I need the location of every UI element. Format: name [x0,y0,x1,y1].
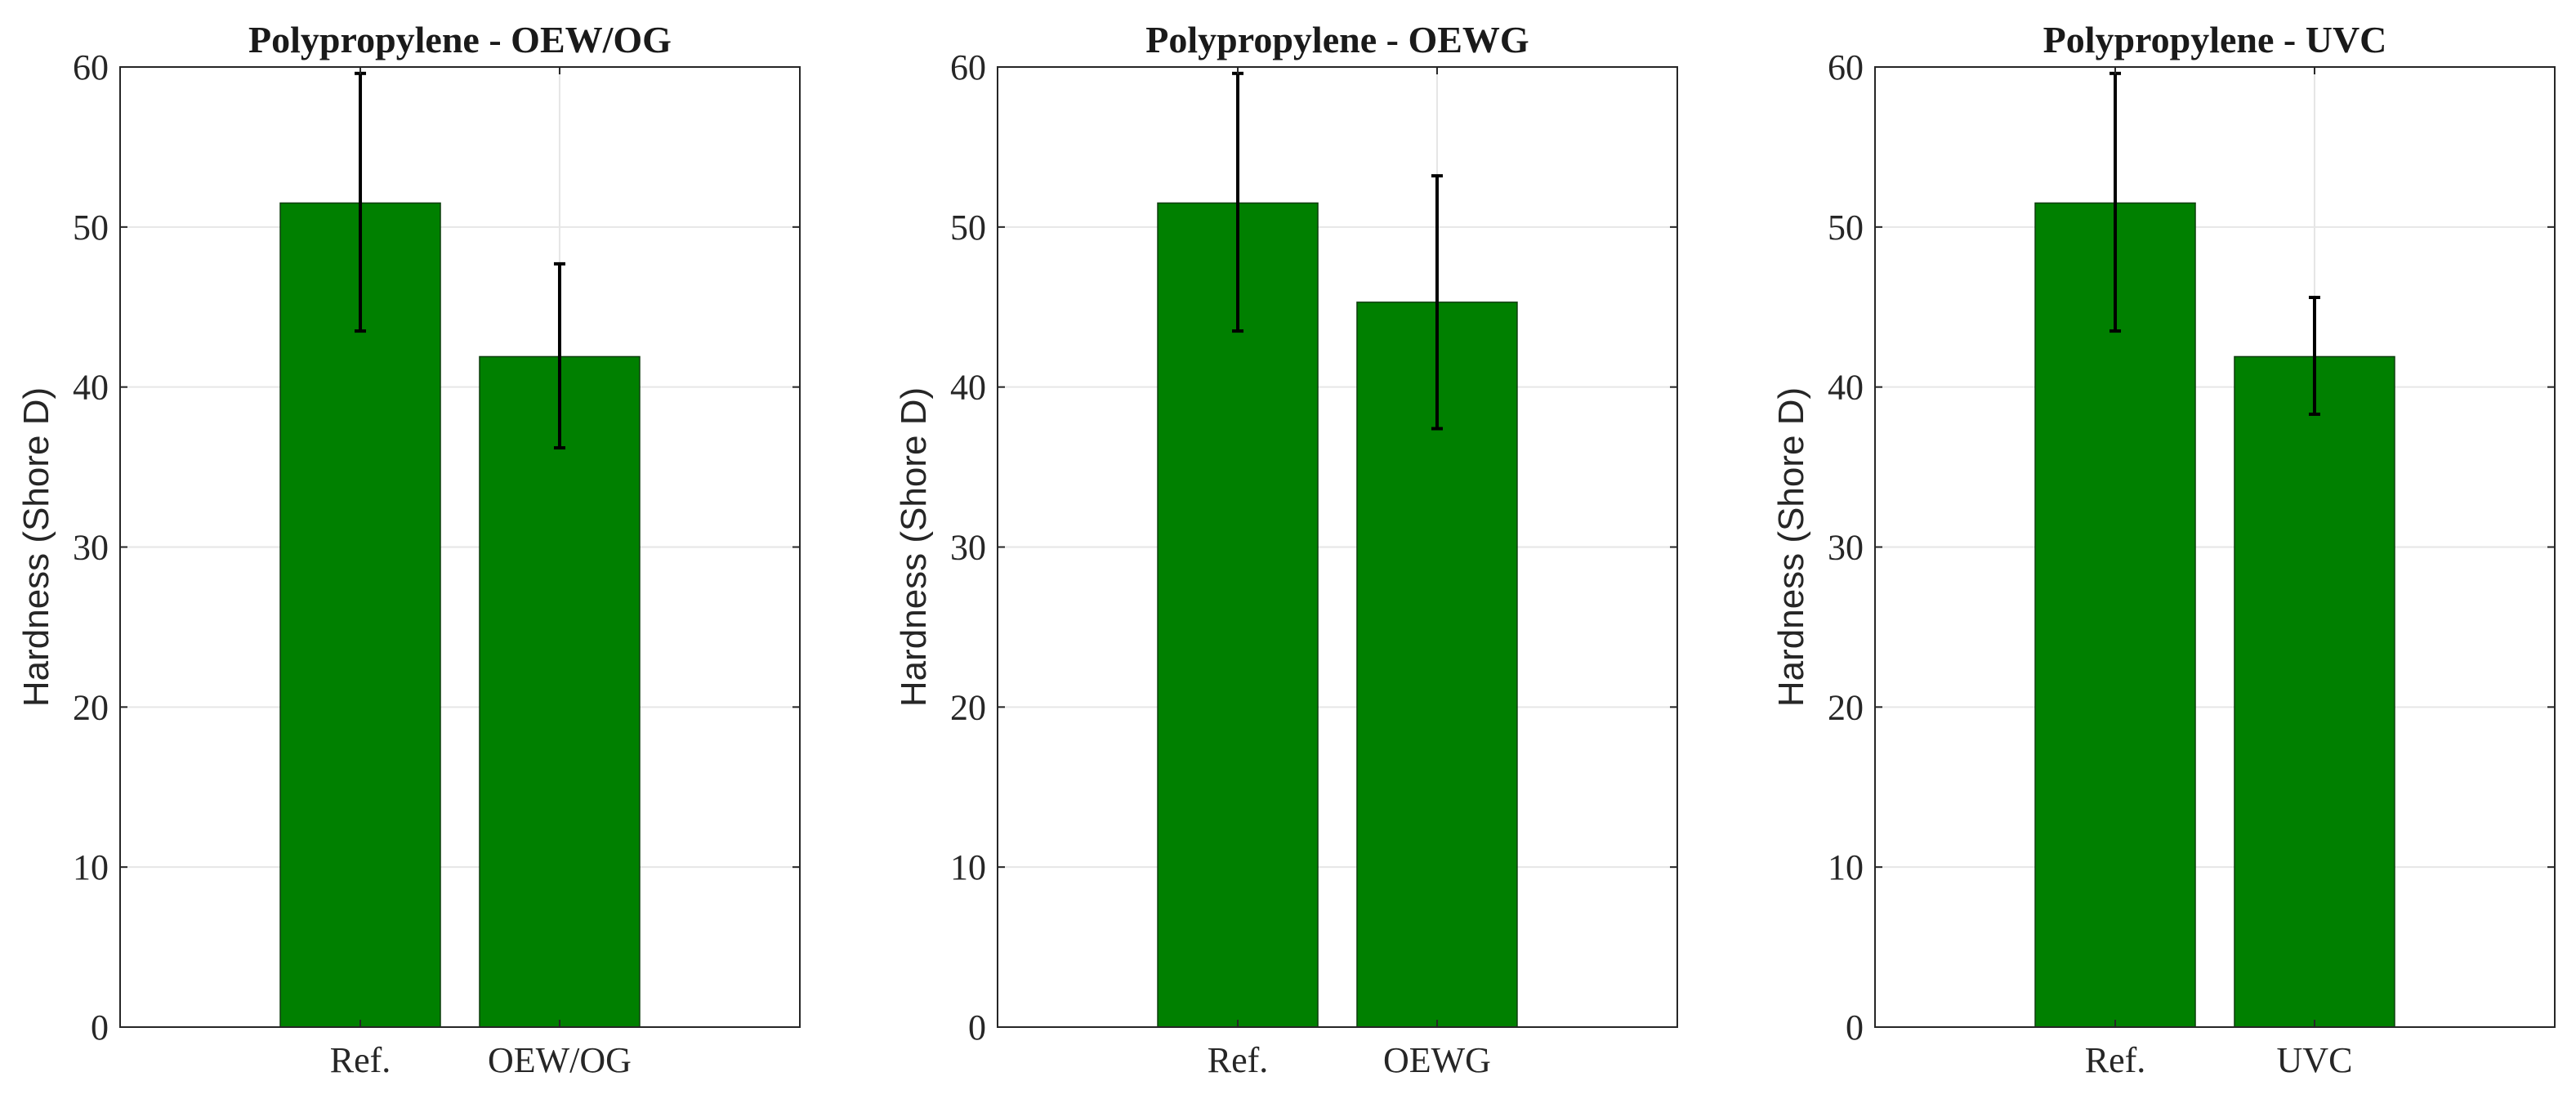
error-bar [1431,174,1443,431]
x-category-label: Ref. [1208,1040,1269,1080]
y-tick-label: 20 [1828,687,1864,727]
chart-title: Polypropylene - OEW/OG [248,19,672,60]
y-tick-label: 10 [950,847,986,887]
error-bar [553,261,565,450]
x-category-label: UVC [2277,1040,2353,1080]
y-tick-label: 10 [1828,847,1864,887]
bar-ref [1157,202,1319,1028]
y-tick-label: 20 [950,687,986,727]
y-tick-label: 30 [1828,528,1864,568]
y-tick-label: 50 [1828,208,1864,248]
chart-title: Polypropylene - OEWG [1145,19,1529,60]
y-tick-label: 20 [73,687,109,727]
y-tick-label: 50 [950,208,986,248]
chart-panel-3: 0 10 20 30 40 50 60 Ref. UVC Polypropylene - UVC H… [1771,19,2556,1080]
y-tick-label: 40 [1828,368,1864,408]
y-tick-label: 30 [950,528,986,568]
bar-ref [2034,202,2196,1028]
bar-oew-og [479,355,641,1028]
bar-uvc [2234,355,2395,1028]
y-tick-label: 0 [1846,1007,1864,1048]
error-bar [2308,296,2320,416]
y-tick-label: 0 [968,1007,986,1048]
y-axis-label: Hardness (Shore D) [16,387,56,707]
x-category-label: Ref. [330,1040,391,1080]
y-tick-label: 60 [1828,47,1864,87]
x-category-label: Ref. [2085,1040,2146,1080]
bar-ref [279,202,441,1028]
y-tick-label: 50 [73,208,109,248]
y-axis-label: Hardness (Shore D) [1771,387,1811,707]
x-category-label: OEWG [1383,1040,1491,1080]
y-tick-label: 40 [950,368,986,408]
chart-panel-1: 0 10 20 30 40 50 60 Ref. OEW/OG Polypropylene - O… [16,19,801,1080]
chart-title: Polypropylene - UVC [2043,19,2387,60]
chart-panel-2: 0 10 20 30 40 50 60 Ref. OEWG Polypropylene - OEW… [894,19,1678,1080]
y-tick-label: 0 [91,1007,109,1048]
y-tick-label: 60 [73,47,109,87]
y-tick-label: 60 [950,47,986,87]
y-tick-label: 30 [73,528,109,568]
y-axis-label: Hardness (Shore D) [894,387,934,707]
y-tick-label: 40 [73,368,109,408]
x-category-label: OEW/OG [488,1040,632,1080]
y-tick-label: 10 [73,847,109,887]
